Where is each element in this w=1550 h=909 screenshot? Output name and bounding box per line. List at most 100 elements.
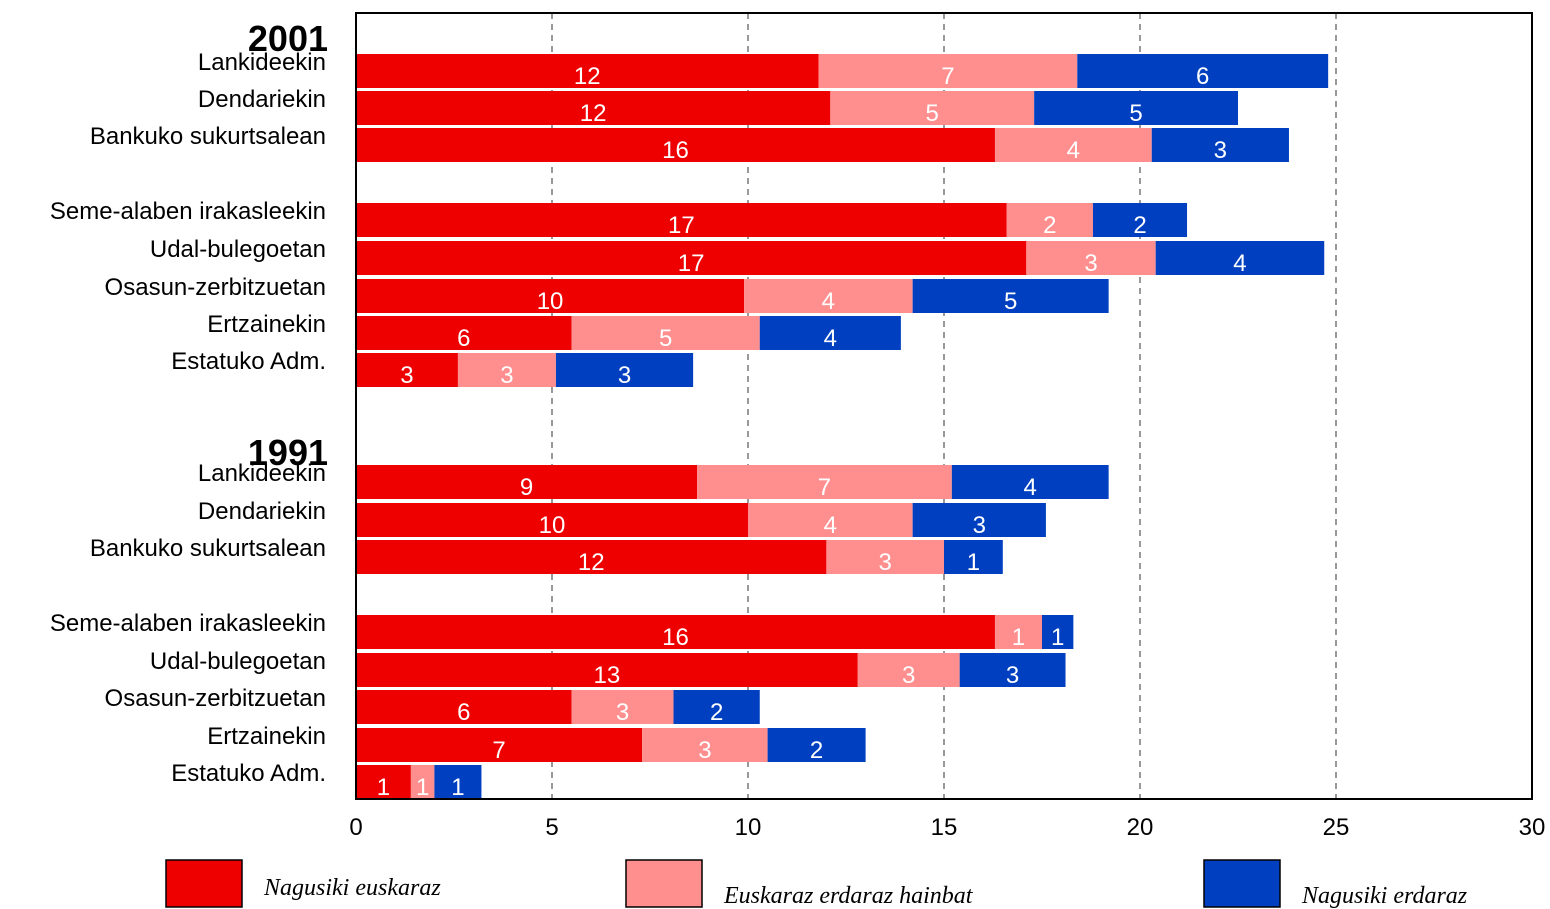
bar-segment-s0 <box>356 203 1007 237</box>
bar-segment-s1 <box>744 279 913 313</box>
x-tick-label-10: 10 <box>735 814 762 841</box>
bar-value-label: 9 <box>520 474 533 501</box>
bar-value-label: 3 <box>1084 250 1097 277</box>
category-label: Seme-alaben irakasleekin <box>50 198 326 225</box>
bar-segment-s0 <box>356 128 995 162</box>
legend-swatch-0 <box>165 859 243 908</box>
bar-segment-s2 <box>951 465 1109 499</box>
bar-segment-s1 <box>571 690 674 724</box>
bar-value-label: 1 <box>451 774 464 801</box>
bar-segment-s2 <box>434 765 482 799</box>
x-tick-label-0: 0 <box>349 814 362 841</box>
bar-segment-s0 <box>356 465 698 499</box>
bar-segment-s0 <box>356 54 819 88</box>
category-label: Dendariekin <box>198 86 326 113</box>
bar-segment-s2 <box>1155 241 1325 275</box>
category-label: Estatuko Adm. <box>171 348 326 375</box>
bar-segment-s2 <box>912 279 1109 313</box>
bar-segment-s2 <box>759 316 901 350</box>
bar-value-label: 10 <box>537 288 564 315</box>
bar-segment-s0 <box>356 279 745 313</box>
bar-segment-s0 <box>356 765 411 799</box>
x-tick-label-5: 5 <box>545 814 558 841</box>
category-label: Ertzainekin <box>207 723 326 750</box>
category-label: Osasun-zerbitzuetan <box>105 274 326 301</box>
bar-value-label: 3 <box>879 549 892 576</box>
bar-segment-s0 <box>356 540 827 574</box>
x-tick-label-25: 25 <box>1323 814 1350 841</box>
bar-value-label: 3 <box>698 737 711 764</box>
category-label: Ertzainekin <box>207 311 326 338</box>
group-label-1991: 1991 <box>248 432 328 473</box>
bar-segment-s1 <box>830 91 1035 125</box>
bar-value-label: 3 <box>500 362 513 389</box>
bar-value-label: 16 <box>662 624 689 651</box>
bar-segment-s2 <box>1092 203 1188 237</box>
x-tick-label-15: 15 <box>931 814 958 841</box>
bar-segment-s0 <box>356 615 995 649</box>
category-label: Udal-bulegoetan <box>150 648 326 675</box>
bar-value-label: 3 <box>618 362 631 389</box>
bar-value-label: 6 <box>457 699 470 726</box>
category-label: Estatuko Adm. <box>171 760 326 787</box>
bar-segment-s1 <box>642 728 768 762</box>
bar-segment-s0 <box>356 503 748 537</box>
x-axis: 0 5 10 15 20 25 30 <box>349 814 1545 841</box>
category-label: Lankideekin <box>198 460 326 487</box>
bar-value-label: 1 <box>416 774 429 801</box>
bar-segment-s1 <box>994 128 1152 162</box>
category-label: Udal-bulegoetan <box>150 236 326 263</box>
category-label: Dendariekin <box>198 498 326 525</box>
bar-value-label: 3 <box>902 662 915 689</box>
bar-value-label: 5 <box>659 325 672 352</box>
category-label: Lankideekin <box>198 49 326 76</box>
bar-value-label: 12 <box>578 549 605 576</box>
bar-segment-s2 <box>1077 54 1329 88</box>
legend-swatch-2 <box>1203 859 1281 908</box>
bar-value-label: 6 <box>457 325 470 352</box>
bar-value-label: 4 <box>822 288 835 315</box>
bar-value-label: 13 <box>594 662 621 689</box>
bar-segment-s1 <box>410 765 435 799</box>
x-tick-label-20: 20 <box>1127 814 1154 841</box>
bar-segment-s1 <box>994 615 1042 649</box>
bar-segment-s0 <box>356 241 1027 275</box>
plot-frame <box>355 12 1533 800</box>
bar-segment-s2 <box>1151 128 1289 162</box>
category-label: Seme-alaben irakasleekin <box>50 610 326 637</box>
bar-segment-s0 <box>356 653 858 687</box>
legend-label-1: Euskaraz erdaraz hainbat <box>723 883 974 909</box>
bar-value-label: 6 <box>1196 63 1209 90</box>
bar-value-label: 4 <box>824 325 837 352</box>
bar-segment-s2 <box>959 653 1066 687</box>
bar-segment-s0 <box>356 728 643 762</box>
bars: 12 7 612 5 516 4 317 2 217 3 410 4 56 5 43 3 39 7 410 4 312 3… <box>356 54 1329 801</box>
bar-value-label: 3 <box>400 362 413 389</box>
bar-value-label: 1 <box>377 774 390 801</box>
legend: Nagusiki euskaraz Euskaraz erdaraz hainba… <box>165 859 1468 909</box>
bar-value-label: 16 <box>662 137 689 164</box>
bar-value-label: 12 <box>580 100 607 127</box>
bar-value-label: 3 <box>1006 662 1019 689</box>
bar-segment-s0 <box>356 316 572 350</box>
bar-segment-s1 <box>1006 203 1093 237</box>
bar-segment-s2 <box>1042 615 1074 649</box>
bar-value-label: 2 <box>710 699 723 726</box>
legend-swatch-1 <box>625 859 703 908</box>
bar-segment-s2 <box>555 353 694 387</box>
category-label: Bankuko sukurtsalean <box>90 535 326 562</box>
bar-value-label: 12 <box>574 63 601 90</box>
legend-label-2: Nagusiki erdaraz <box>1301 883 1468 909</box>
bar-value-label: 4 <box>1024 474 1037 501</box>
group-label-2001: 2001 <box>248 18 328 59</box>
bar-segment-s1 <box>571 316 760 350</box>
bar-value-label: 3 <box>973 512 986 539</box>
x-tick-label-30: 30 <box>1519 814 1546 841</box>
bar-segment-s0 <box>356 690 572 724</box>
bar-segment-s2 <box>944 540 1003 574</box>
bar-value-label: 4 <box>824 512 837 539</box>
bar-segment-s2 <box>1034 91 1238 125</box>
bar-segment-s1 <box>457 353 556 387</box>
